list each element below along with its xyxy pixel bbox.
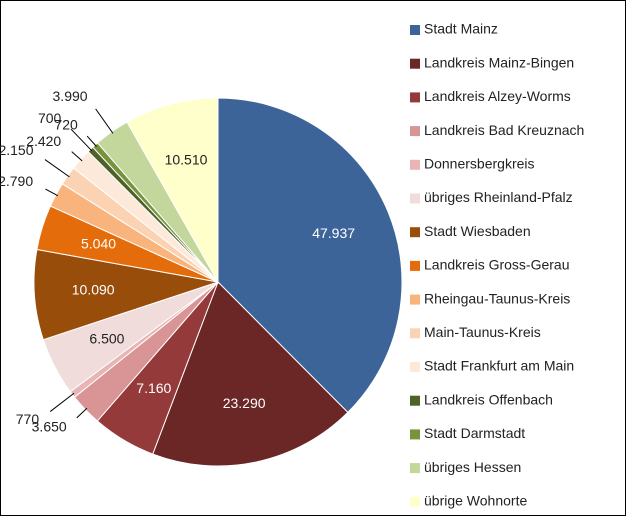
data-label: 2.790: [0, 173, 33, 189]
pie-slice: [152, 281, 349, 467]
data-label: 10.090: [72, 282, 115, 298]
legend-label: übriges Hessen: [424, 459, 521, 475]
legend-swatch: [410, 463, 420, 474]
legend-label: Stadt Wiesbaden: [424, 223, 531, 239]
legend-label: Landkreis Offenbach: [424, 391, 553, 407]
legend-label: übriges Rheinland-Pfalz: [424, 189, 573, 205]
legend-label: Stadt Frankfurt am Main: [424, 358, 574, 374]
leader-line: [71, 151, 83, 162]
data-label: 2.150: [0, 142, 34, 158]
legend-swatch: [410, 126, 420, 137]
data-label: 23.290: [223, 395, 266, 411]
legend-label: Landkreis Bad Kreuznach: [424, 122, 584, 138]
leader-line: [49, 392, 75, 412]
data-label: 47.937: [312, 225, 355, 241]
legend-label: Rheingau-Taunus-Kreis: [424, 290, 570, 306]
leader-line: [70, 128, 93, 152]
legend-swatch: [410, 193, 420, 204]
legend-label: Landkreis Mainz-Bingen: [424, 54, 574, 70]
legend-swatch: [410, 227, 420, 238]
legend-swatch: [410, 260, 420, 271]
data-label: 10.510: [165, 152, 208, 168]
legend-swatch: [410, 429, 420, 440]
data-label: 5.040: [81, 236, 116, 252]
legend-swatch: [410, 328, 420, 339]
pie-slice: [33, 248, 219, 341]
legend-swatch: [410, 58, 420, 69]
legend-swatch: [410, 25, 420, 35]
legend-swatch: [410, 92, 420, 103]
leader-line: [95, 108, 114, 134]
legend-swatch: [410, 395, 420, 406]
legend-label: Main-Taunus-Kreis: [424, 324, 541, 340]
data-label: 2.420: [26, 133, 61, 149]
data-label: 770: [16, 411, 40, 427]
legend-swatch: [410, 159, 420, 170]
data-label: 700: [38, 110, 62, 126]
legend-label: Landkreis Gross-Gerau: [424, 257, 570, 273]
legend-label: Donnersbergkreis: [424, 156, 535, 172]
data-label: 3.990: [53, 88, 88, 104]
pie-slice: [126, 97, 219, 284]
legend-swatch: [410, 294, 420, 305]
pie-slice: [217, 97, 403, 414]
leader-line: [45, 188, 59, 197]
leader-line: [86, 135, 97, 147]
leader-line: [44, 159, 70, 178]
leader-line: [76, 407, 88, 419]
data-label: 6.500: [89, 330, 124, 346]
legend-label: Stadt Darmstadt: [424, 425, 525, 441]
data-label: 3.650: [32, 418, 67, 434]
data-label: 7.160: [136, 380, 171, 396]
legend-label: Landkreis Alzey-Worms: [424, 88, 571, 104]
legend-swatch: [410, 362, 420, 372]
data-label: 720: [54, 116, 78, 132]
legend-swatch: [410, 496, 420, 507]
legend-label: übrige Wohnorte: [424, 493, 527, 509]
legend-label: Stadt Mainz: [424, 21, 498, 37]
